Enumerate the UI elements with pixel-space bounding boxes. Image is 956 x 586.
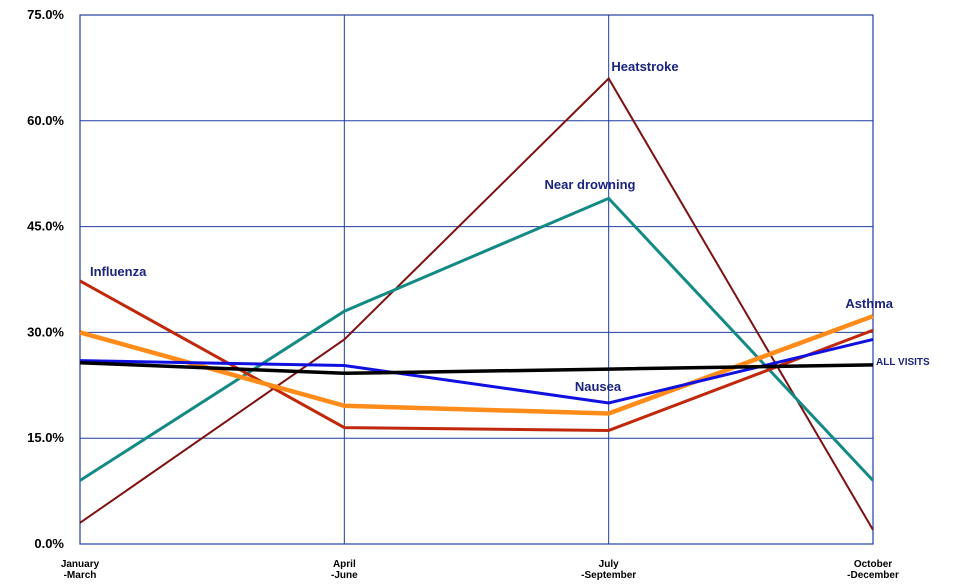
y-tick-label: 60.0% <box>27 113 64 128</box>
gridlines <box>80 15 873 544</box>
series-label-influenza: Influenza <box>90 264 147 279</box>
series-label-all-visits: ALL VISITS <box>876 357 930 368</box>
y-tick-label: 75.0% <box>27 7 64 22</box>
series-label-asthma: Asthma <box>845 296 893 311</box>
series-line-nausea <box>79 337 874 405</box>
x-tick-label: July -September <box>581 559 636 581</box>
y-tick-label: 0.0% <box>34 536 64 551</box>
x-axis-ticks: January -March April -June July -September Oct… <box>61 559 899 581</box>
series-label-nausea: Nausea <box>575 379 622 394</box>
x-tick-label: October -December <box>847 559 899 581</box>
plot-area <box>79 14 874 545</box>
series-line-heatstroke <box>79 76 874 531</box>
series-line-all-visits <box>79 360 874 376</box>
y-axis-ticks: 0.0% 15.0% 30.0% 45.0% 60.0% 75.0% <box>27 7 64 551</box>
x-tick-label: April -June <box>331 559 358 581</box>
series-labels: Heatstroke Near drowning Influenza Asthm… <box>90 59 930 394</box>
series-line-near-drowning <box>79 196 875 482</box>
series-label-heatstroke: Heatstroke <box>611 59 678 74</box>
series-label-near-drowning: Near drowning <box>544 177 635 192</box>
y-tick-label: 15.0% <box>27 430 64 445</box>
series-lines <box>79 76 875 531</box>
y-tick-label: 45.0% <box>27 219 64 234</box>
y-tick-label: 30.0% <box>27 324 64 339</box>
x-tick-label: January -March <box>61 559 100 581</box>
series-line-influenza <box>79 279 874 432</box>
